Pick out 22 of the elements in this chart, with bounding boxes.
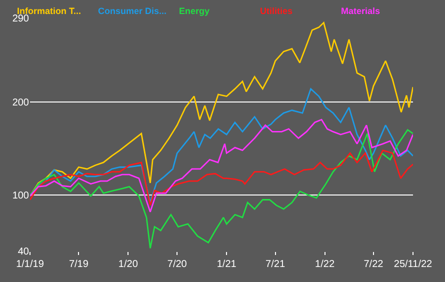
- text: Energy: [179, 6, 210, 16]
- y-tick-label: 40: [18, 246, 30, 258]
- line-series: [30, 129, 413, 249]
- x-tick-label: 7/21: [266, 259, 286, 270]
- y-tick-label: 200: [12, 97, 30, 108]
- x-tick-label: 25/11/22: [394, 259, 433, 270]
- x-tick-label: 1/1/19: [16, 259, 44, 270]
- text: Consumer Dis...: [98, 6, 167, 16]
- line-series: [30, 88, 413, 204]
- x-tick-label: 7/20: [167, 259, 188, 270]
- line-series: [30, 118, 413, 213]
- x-tick-label: 7/19: [68, 259, 89, 270]
- line-series: [30, 150, 413, 206]
- x-tick-label: 1/20: [118, 259, 138, 270]
- text: Materials: [341, 6, 380, 16]
- y-tick-label: 100: [12, 190, 30, 202]
- text: Utilities: [260, 6, 293, 16]
- text: Information T...: [17, 6, 81, 16]
- y-tick-label: 290: [12, 14, 30, 24]
- x-tick-label: 1/22: [315, 259, 335, 270]
- x-tick-label: 7/22: [364, 259, 384, 270]
- x-tick-label: 1/21: [216, 259, 237, 270]
